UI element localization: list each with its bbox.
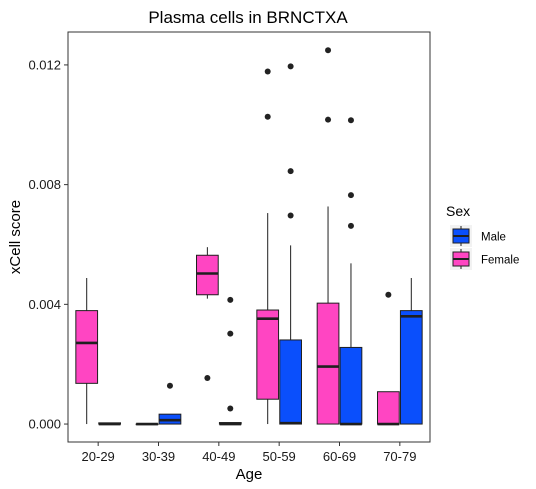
female-box-body <box>196 254 219 296</box>
legend: Sex Male Female <box>446 203 519 270</box>
male-box-20-29 <box>98 422 121 426</box>
x-tick-label: 60-69 <box>323 449 356 464</box>
x-axis-label: Age <box>236 466 263 483</box>
x-tick-label: 20-29 <box>82 449 115 464</box>
female-box-30-39 <box>135 422 159 426</box>
female-box-body <box>316 302 340 425</box>
male-outlier-point <box>347 222 354 229</box>
female-outlier-point <box>385 291 392 298</box>
plot-panel <box>67 31 431 443</box>
y-tick-label: 0.000 <box>28 417 61 432</box>
male-box-body <box>279 339 302 425</box>
y-tick-label: 0.012 <box>28 57 61 72</box>
female-outlier-point <box>264 68 271 75</box>
female-outlier-point <box>204 374 211 381</box>
female-outlier-point <box>325 116 332 123</box>
female-outlier-point <box>325 47 332 54</box>
plot-marks <box>75 47 423 426</box>
male-outlier-point <box>287 212 294 219</box>
chart-title: Plasma cells in BRNCTXA <box>148 8 348 27</box>
female-box-20-29 <box>75 278 99 425</box>
female-box-body <box>256 309 280 400</box>
male-box-50-59 <box>279 63 302 425</box>
x-tick-label: 30-39 <box>142 449 175 464</box>
male-outlier-point <box>287 168 294 175</box>
x-tick-label: 70-79 <box>383 449 416 464</box>
male-outlier-point <box>347 192 354 199</box>
male-outlier-point <box>227 330 234 337</box>
female-box-70-79 <box>377 291 400 426</box>
male-box-30-39 <box>158 382 182 425</box>
female-box-body <box>75 310 99 384</box>
x-axis: 20-29 30-39 40-49 50-59 60-69 70-79 <box>82 442 416 464</box>
male-outlier-point <box>166 382 173 389</box>
y-axis-label: xCell score <box>7 200 24 274</box>
y-tick-label: 0.008 <box>28 177 61 192</box>
male-box-70-79 <box>399 278 423 425</box>
female-box-60-69 <box>316 47 340 425</box>
female-box-40-49 <box>196 247 219 381</box>
male-outlier-point <box>227 296 234 303</box>
male-box-body <box>339 346 363 425</box>
x-tick-label: 50-59 <box>263 449 296 464</box>
male-box-40-49 <box>218 296 242 426</box>
male-box-60-69 <box>339 117 363 426</box>
y-axis: 0.000 0.004 0.008 0.012 <box>28 57 68 432</box>
male-outlier-point <box>227 405 234 412</box>
legend-label-male: Male <box>481 232 506 244</box>
female-outlier-point <box>264 113 271 120</box>
male-box-body <box>399 310 423 425</box>
x-tick-label: 40-49 <box>202 449 235 464</box>
female-box-body <box>377 391 400 425</box>
male-outlier-point <box>347 117 354 124</box>
legend-title: Sex <box>446 203 470 219</box>
female-box-50-59 <box>256 68 280 425</box>
y-tick-label: 0.004 <box>28 297 61 312</box>
legend-label-female: Female <box>481 255 519 267</box>
male-outlier-point <box>287 63 294 70</box>
